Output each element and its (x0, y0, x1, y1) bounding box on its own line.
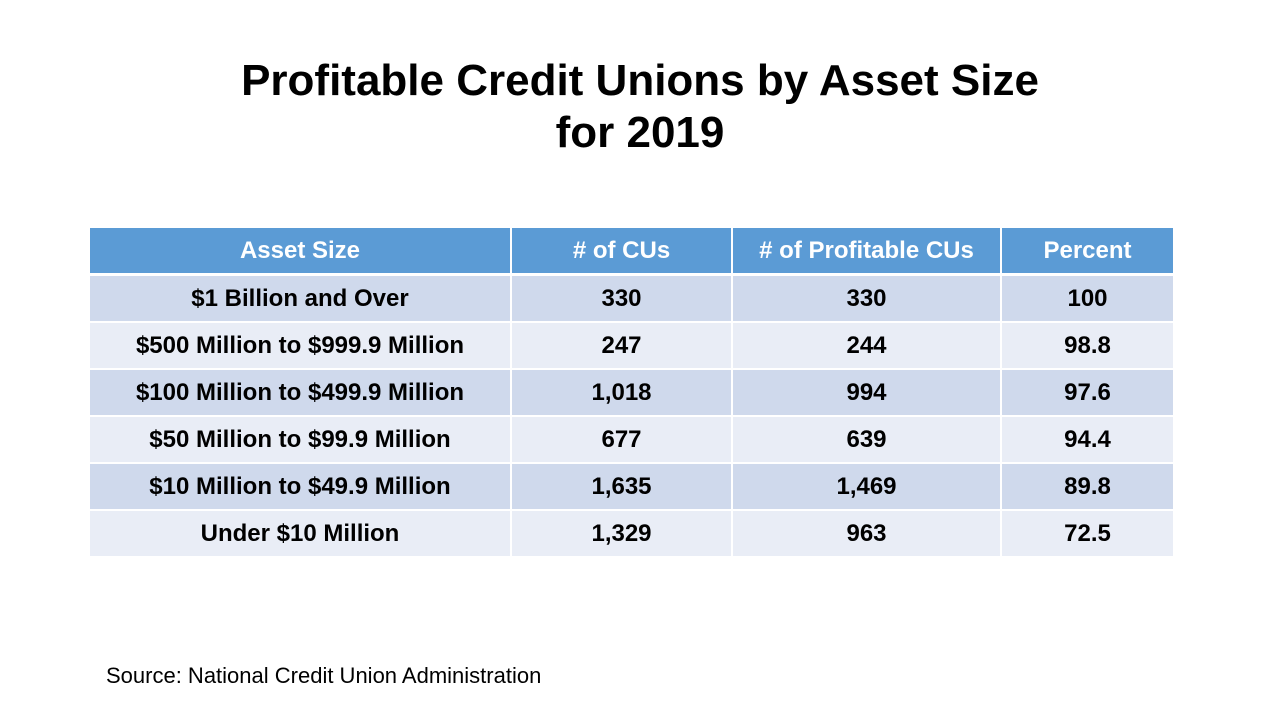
column-header-num-cus: # of CUs (510, 226, 733, 276)
cell-asset-size: $10 Million to $49.9 Million (88, 462, 512, 511)
cell-num-profitable-cus: 244 (731, 321, 1002, 370)
cell-num-profitable-cus: 963 (731, 509, 1002, 558)
cell-asset-size: $50 Million to $99.9 Million (88, 415, 512, 464)
table-row: $100 Million to $499.9 Million 1,018 994… (88, 368, 1175, 417)
cell-num-profitable-cus: 639 (731, 415, 1002, 464)
cell-percent: 98.8 (1000, 321, 1175, 370)
source-note: Source: National Credit Union Administra… (106, 663, 542, 688)
table-row: $500 Million to $999.9 Million 247 244 9… (88, 321, 1175, 370)
cell-num-cus: 330 (510, 273, 733, 323)
table-row: Under $10 Million 1,329 963 72.5 (88, 509, 1175, 558)
cell-num-cus: 1,018 (510, 368, 733, 417)
title-line-2: for 2019 (555, 108, 725, 157)
cell-num-cus: 247 (510, 321, 733, 370)
page-title: Profitable Credit Unions by Asset Size f… (0, 55, 1280, 159)
cell-num-profitable-cus: 994 (731, 368, 1002, 417)
cell-asset-size: Under $10 Million (88, 509, 512, 558)
column-header-percent: Percent (1000, 226, 1175, 276)
cell-num-cus: 677 (510, 415, 733, 464)
cell-num-cus: 1,635 (510, 462, 733, 511)
column-header-num-profitable-cus: # of Profitable CUs (731, 226, 1002, 276)
cell-percent: 100 (1000, 273, 1175, 323)
table-header-row: Asset Size # of CUs # of Profitable CUs … (88, 226, 1175, 276)
title-line-1: Profitable Credit Unions by Asset Size (241, 56, 1039, 105)
table-row: $50 Million to $99.9 Million 677 639 94.… (88, 415, 1175, 464)
cell-percent: 89.8 (1000, 462, 1175, 511)
cell-num-cus: 1,329 (510, 509, 733, 558)
cell-asset-size: $500 Million to $999.9 Million (88, 321, 512, 370)
table-row: $10 Million to $49.9 Million 1,635 1,469… (88, 462, 1175, 511)
asset-size-table: Asset Size # of CUs # of Profitable CUs … (88, 226, 1175, 558)
table-row: $1 Billion and Over 330 330 100 (88, 273, 1175, 323)
cell-num-profitable-cus: 1,469 (731, 462, 1002, 511)
cell-asset-size: $100 Million to $499.9 Million (88, 368, 512, 417)
cell-percent: 97.6 (1000, 368, 1175, 417)
cell-num-profitable-cus: 330 (731, 273, 1002, 323)
cell-percent: 72.5 (1000, 509, 1175, 558)
cell-percent: 94.4 (1000, 415, 1175, 464)
column-header-asset-size: Asset Size (88, 226, 512, 276)
cell-asset-size: $1 Billion and Over (88, 273, 512, 323)
